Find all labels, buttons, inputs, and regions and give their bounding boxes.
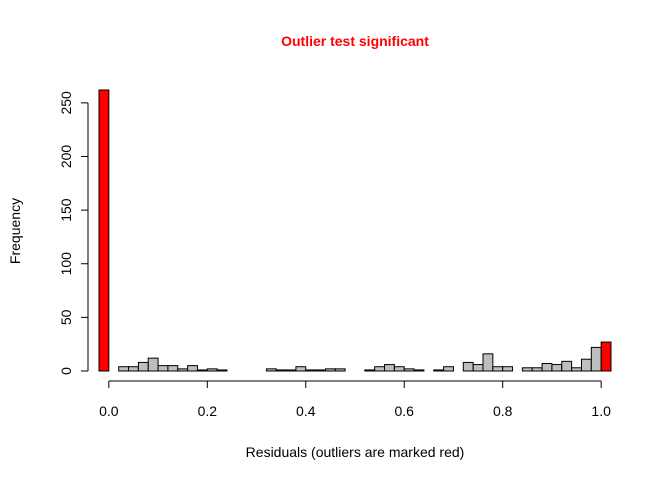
y-axis-label: Frequency: [7, 198, 23, 264]
histogram-bar: [137, 361, 149, 372]
histogram-bar-outlier: [600, 341, 612, 372]
histogram-bar: [393, 366, 405, 372]
x-tick-label: 0.6: [394, 403, 414, 419]
histogram-bar: [521, 367, 533, 372]
histogram-bar: [433, 369, 445, 372]
histogram-bar: [561, 360, 573, 372]
x-tick-label: 0.0: [99, 403, 119, 419]
bars-group: [98, 89, 612, 372]
histogram-bar: [531, 367, 543, 372]
histogram-bar: [590, 346, 602, 372]
x-tick-label: 0.8: [493, 403, 513, 419]
x-axis-label: Residuals (outliers are marked red): [246, 444, 465, 460]
histogram-bar: [157, 365, 169, 372]
y-tick-label: 0: [58, 367, 74, 375]
x-axis: 0.0 0.2 0.4 0.6 0.8 1.0: [99, 380, 611, 419]
histogram-bar: [502, 366, 514, 372]
histogram-bar: [265, 368, 277, 372]
histogram-bar: [334, 368, 346, 372]
chart-title: Outlier test significant: [281, 33, 429, 49]
x-tick-label: 0.4: [296, 403, 316, 419]
histogram-bar: [541, 362, 553, 372]
y-tick-label: 50: [58, 309, 74, 325]
y-tick-label: 100: [58, 252, 74, 276]
y-tick-label: 150: [58, 198, 74, 222]
x-tick-label: 1.0: [591, 403, 611, 419]
histogram-bar: [551, 364, 563, 372]
histogram-bar: [187, 365, 198, 372]
histogram-bar: [147, 357, 159, 372]
histogram-bar: [196, 369, 208, 372]
histogram-bar: [492, 366, 504, 372]
histogram-bar: [462, 361, 474, 372]
histogram-bar: [285, 369, 297, 372]
histogram-bar: [315, 369, 326, 372]
x-tick-label: 0.2: [198, 403, 218, 419]
histogram-bar: [305, 369, 317, 372]
histogram-bar: [177, 368, 189, 372]
y-tick-label: 250: [58, 91, 74, 115]
histogram-bar: [384, 364, 395, 372]
histogram-bar: [580, 358, 592, 372]
histogram-bar: [167, 365, 179, 372]
histogram-bar: [216, 369, 228, 372]
histogram-bar-outlier: [98, 89, 110, 372]
histogram-bar: [374, 366, 386, 372]
y-tick-label: 200: [58, 145, 74, 169]
histogram-bar: [472, 364, 484, 372]
histogram-bar: [128, 366, 139, 372]
y-axis: 0 50 100 150 200 250: [58, 91, 89, 375]
histogram-bar: [295, 366, 307, 372]
histogram-bar: [482, 353, 494, 372]
histogram-bar: [403, 368, 415, 372]
histogram-bar: [206, 368, 218, 372]
histogram-bar: [413, 369, 425, 372]
histogram-bar: [324, 368, 336, 372]
histogram-bar: [443, 366, 454, 372]
histogram-bar: [118, 366, 130, 372]
histogram-bar: [364, 369, 376, 372]
histogram-bar: [275, 369, 287, 372]
histogram-bar: [571, 367, 582, 372]
